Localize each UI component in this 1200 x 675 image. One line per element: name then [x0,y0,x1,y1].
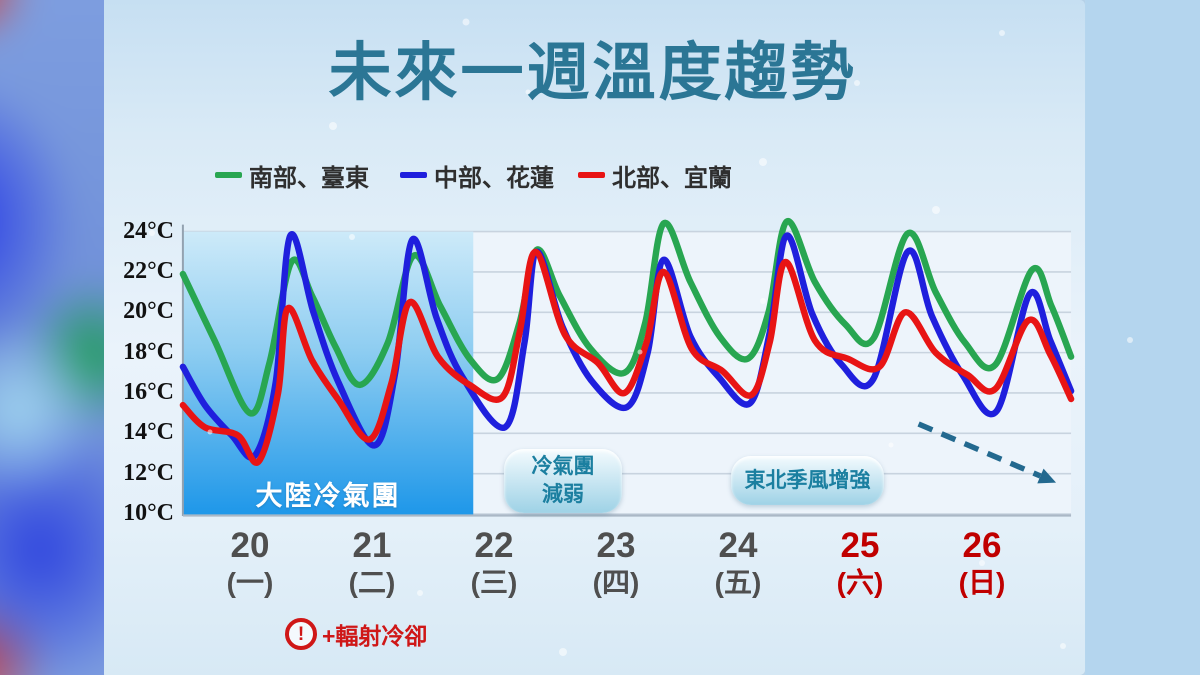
legend-item-north-yilan: 北部、宜蘭 [578,160,732,192]
y-axis-label: 12°C [123,459,174,486]
tick-weekday: (三) [470,566,518,598]
y-axis-label: 24°C [123,217,174,244]
legend-label-south: 南部、臺東 [249,164,369,192]
tick-date: 24 [718,526,758,565]
cold-airmass-region-label: 大陸冷氣團 [255,481,401,511]
y-axis-label: 18°C [123,338,174,365]
y-axis-label: 10°C [123,500,174,526]
legend-swatch-north [578,172,605,178]
callout-northeast-monsoon: 東北季風增強 [731,456,884,505]
right-blur-gradient [1085,0,1200,675]
callout-monsoon-label: 東北季風增強 [744,468,871,492]
tick-weekday: (日) [958,566,1006,598]
tick-weekday: (一) [226,566,274,598]
x-axis-tick-22: 22 (三) [439,526,549,599]
legend-item-south-taitung: 南部、臺東 [215,160,369,192]
tick-weekday: (六) [836,566,884,598]
x-axis-tick-20: 20 (一) [195,526,305,599]
tick-weekday: (四) [592,566,640,598]
tick-date: 20 [230,526,270,565]
tick-date: 26 [962,526,1002,565]
tick-date: 22 [474,526,514,565]
legend-label-north: 北部、宜蘭 [612,164,732,192]
legend-item-central-hualien: 中部、花蓮 [400,160,554,192]
chart-legend: 南部、臺東 中部、花蓮 北部、宜蘭 [0,160,1200,192]
tick-weekday: (五) [714,566,762,598]
tick-date: 23 [596,526,636,565]
tick-weekday: (二) [348,566,396,598]
callout-cold-airmass-weakening: 冷氣團 減弱 [504,449,622,513]
x-axis-tick-21: 21 (二) [317,526,427,599]
background-left-blur [0,0,104,675]
callout-weakening-line2: 減弱 [542,483,584,506]
x-axis-tick-26: 26 (日) [927,526,1037,599]
exclamation-icon: ! [285,618,317,650]
legend-label-central: 中部、花蓮 [434,164,554,192]
x-axis-tick-23: 23 (四) [561,526,671,599]
tick-date: 21 [352,526,392,565]
y-axis-label: 22°C [123,257,174,284]
legend-swatch-central [400,172,427,178]
left-blur-gradient [0,0,104,675]
radiative-cooling-note: ! +輻射冷卻 [285,617,427,651]
radiative-cooling-label: +輻射冷卻 [322,623,428,649]
y-axis-label: 20°C [123,298,174,325]
x-axis-tick-25: 25 (六) [805,526,915,599]
tick-date: 25 [840,526,880,565]
x-axis-tick-24: 24 (五) [683,526,793,599]
y-axis-label: 16°C [123,378,174,405]
callout-weakening-line1: 冷氣團 [531,455,595,479]
page-title: 未來一週溫度趨勢 [328,38,857,108]
y-axis-label: 14°C [123,419,174,446]
legend-swatch-south [215,172,242,178]
background-right-blur [1085,0,1200,675]
